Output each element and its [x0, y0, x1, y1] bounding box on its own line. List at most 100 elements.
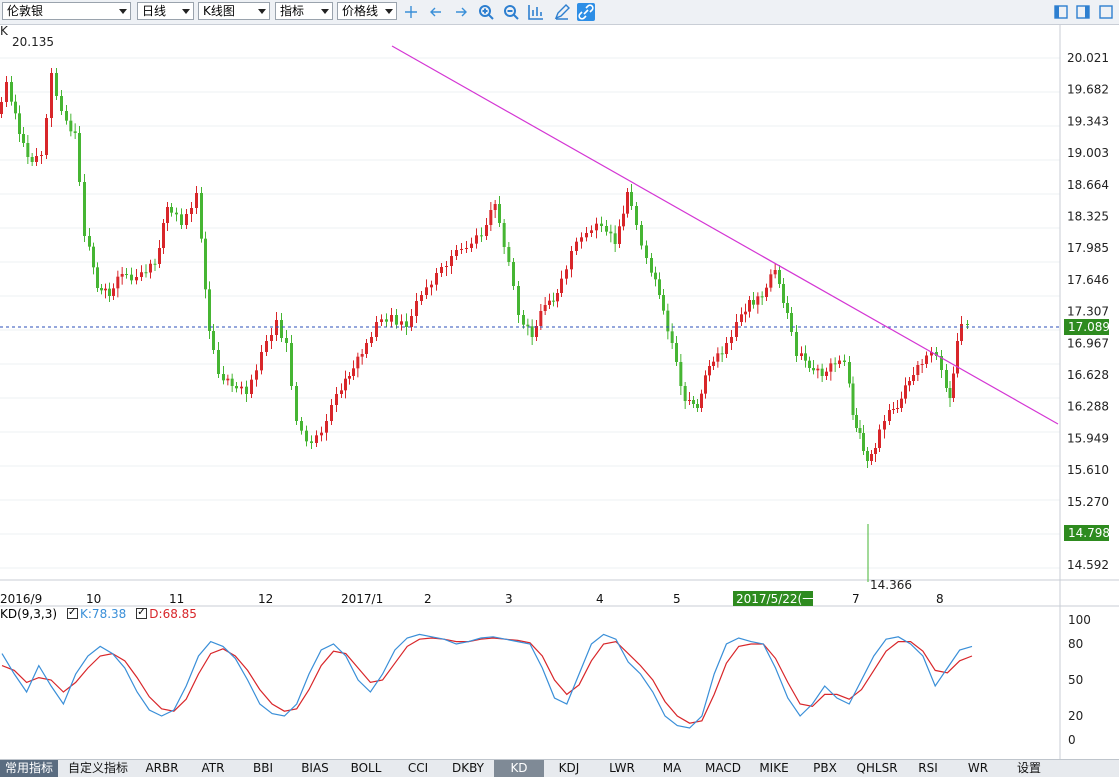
candle-body: [630, 192, 633, 206]
pencil-icon[interactable]: [553, 3, 571, 21]
candle-body: [812, 368, 815, 371]
candle-body: [450, 256, 453, 266]
d-checkbox[interactable]: [136, 605, 148, 621]
zoom-in-icon[interactable]: [477, 3, 495, 21]
candle-body: [662, 295, 665, 311]
candle-body: [502, 223, 506, 247]
candle-body: [204, 238, 207, 290]
price-tick-label: 20.021: [1067, 51, 1109, 65]
date-tick-label: 8: [936, 592, 944, 606]
arrow-left-icon[interactable]: [427, 3, 445, 21]
candle-body: [356, 356, 360, 369]
candle-body: [679, 362, 683, 386]
price-tick-label: 19.682: [1067, 83, 1109, 97]
tab-wr[interactable]: WR: [967, 761, 989, 775]
candle-body: [340, 390, 343, 394]
k-checkbox[interactable]: [67, 605, 79, 621]
tab-lwr[interactable]: LWR: [609, 761, 635, 775]
date-tick-label: 4: [596, 592, 604, 606]
date-tick-label: 7: [852, 592, 860, 606]
candle-body: [235, 386, 238, 389]
layout-left-icon[interactable]: [1052, 3, 1070, 21]
tab-atr[interactable]: ATR: [201, 761, 225, 775]
layout-right-icon[interactable]: [1074, 3, 1092, 21]
tab-mike[interactable]: MIKE: [759, 761, 789, 775]
candle-body: [162, 223, 165, 248]
tab-qhlsr[interactable]: QHLSR: [856, 761, 898, 775]
candle-body: [135, 277, 138, 281]
candle-body: [125, 274, 128, 275]
candle-body: [816, 368, 820, 371]
candle-body: [769, 274, 773, 288]
arrow-right-icon[interactable]: [452, 3, 470, 21]
candle-body: [305, 430, 308, 442]
tab-boll[interactable]: BOLL: [350, 761, 382, 775]
candle-body: [640, 225, 643, 246]
candle-body: [140, 272, 143, 277]
candle-body: [92, 246, 95, 268]
tab-rsi[interactable]: RSI: [918, 761, 938, 775]
candle-body: [348, 376, 351, 379]
indicator-dropdown[interactable]: 指标: [275, 2, 333, 20]
tab-kd[interactable]: KD: [494, 760, 544, 777]
candle-body: [820, 368, 824, 376]
candle-body: [405, 321, 408, 327]
tab-cci[interactable]: CCI: [407, 761, 429, 775]
tab-pbx[interactable]: PBX: [813, 761, 837, 775]
candle-body: [325, 421, 328, 433]
k-value: K:78.38: [80, 607, 127, 621]
candle-body: [344, 378, 347, 391]
candle-body: [455, 250, 458, 256]
candle-body: [825, 371, 828, 376]
candle-body: [365, 343, 368, 354]
period-dropdown[interactable]: 日线: [137, 2, 194, 20]
tab-macd[interactable]: MACD: [705, 761, 741, 775]
kd-tick-label: 100: [1068, 613, 1091, 627]
tab-dkby[interactable]: DKBY: [451, 761, 484, 775]
candle-body: [800, 353, 803, 356]
kd-tick-label: 80: [1068, 637, 1083, 651]
tab-kdj[interactable]: KDJ: [558, 761, 580, 775]
toolbar: 伦敦银 日线 K线图 指标 价格线: [0, 0, 1119, 25]
tab-ma[interactable]: MA: [662, 761, 682, 775]
date-tick-label: 2017/1: [341, 592, 383, 606]
candle-body: [335, 394, 338, 405]
bar-chart-icon[interactable]: [527, 3, 545, 21]
tab-settings[interactable]: 设置: [1016, 761, 1041, 775]
high-label: 20.135: [12, 35, 54, 49]
candle-body: [35, 156, 38, 162]
symbol-dropdown[interactable]: 伦敦银: [2, 2, 131, 20]
candle-body: [88, 236, 91, 247]
tab-arbr[interactable]: ARBR: [145, 761, 179, 775]
candle-body: [833, 363, 837, 365]
price-tick-label: 15.949: [1067, 431, 1109, 445]
tab-common[interactable]: 常用指标: [0, 760, 58, 777]
tab-bias[interactable]: BIAS: [301, 761, 329, 775]
candle-body: [390, 315, 393, 322]
kd-tick-label: 20: [1068, 709, 1083, 723]
fullscreen-icon[interactable]: [1097, 3, 1115, 21]
trend-line[interactable]: [391, 45, 1059, 425]
price-tick-label: 17.307: [1067, 305, 1109, 319]
zoom-out-icon[interactable]: [502, 3, 520, 21]
candle-body: [280, 320, 283, 338]
candle-body: [315, 435, 318, 443]
candle-body: [786, 303, 789, 313]
chart-type-dropdown[interactable]: K线图: [198, 2, 270, 20]
candle-body: [575, 241, 578, 251]
candle-body: [310, 441, 313, 443]
candle-body: [530, 326, 534, 337]
candle-body: [720, 353, 724, 355]
candle-body: [580, 237, 583, 242]
crosshair-icon[interactable]: [402, 3, 420, 21]
candle-body: [688, 400, 691, 401]
candle-body: [69, 120, 73, 132]
line-type-dropdown[interactable]: 价格线: [337, 2, 397, 20]
price-chart[interactable]: K 20.135 14.366 20.021 19.682 19.343 19.003…: [0, 24, 1119, 759]
candle-body: [485, 225, 488, 236]
candle-body: [30, 157, 34, 162]
tab-custom[interactable]: 自定义指标: [67, 761, 128, 775]
candle-body: [180, 214, 183, 225]
tab-bbi[interactable]: BBI: [252, 761, 273, 775]
link-icon[interactable]: [577, 3, 595, 21]
